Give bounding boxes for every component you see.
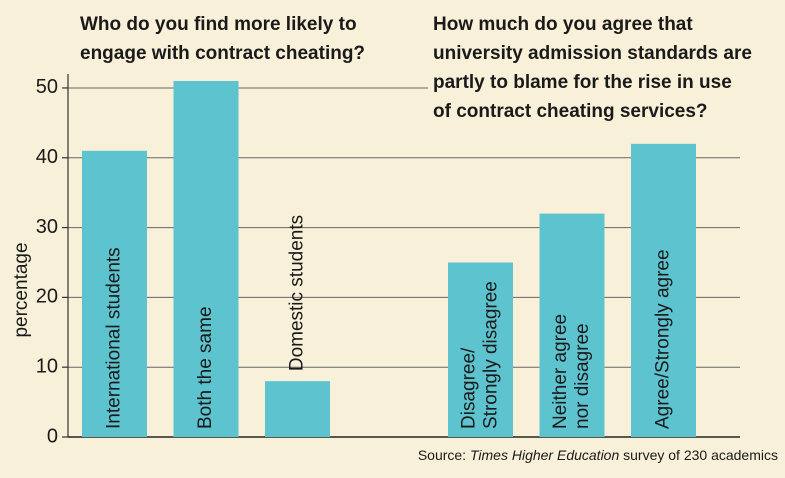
y-tick-label: 50 [36,76,58,98]
category-label: Strongly disagree [481,281,502,429]
category-label: Agree/Strongly agree [653,249,674,429]
source: Source: Times Higher Education survey of… [418,447,778,463]
subtitle-line: of contract cheating services? [433,101,708,122]
bar [265,381,330,437]
source-publication: Times Higher Education [470,447,619,463]
y-tick-label: 0 [47,425,58,447]
subtitle-line: How much do you agree that [433,14,693,35]
bar [631,143,696,438]
category-label: Domestic students [287,215,308,371]
subtitle-line: partly to blame for the rise in use [433,72,732,93]
bar [539,213,605,437]
subtitle-line: Who do you find more likely to [80,14,357,35]
category-label: Neither agree [550,314,571,429]
category-label: nor disagree [572,323,593,429]
category-label: Both the same [195,306,216,429]
y-tick-label: 40 [36,146,58,168]
title-backdrop [428,6,778,136]
subtitle-line: university admission standards are [433,43,752,64]
source-rest: survey of 230 academics [623,447,778,463]
bar [82,150,147,438]
y-tick-label: 20 [36,286,58,308]
y-tick-label: 30 [36,216,58,238]
bar [173,80,239,437]
category-label: International students [104,247,125,429]
bar [448,262,513,437]
subtitle-line: engage with contract cheating? [80,43,365,64]
y-axis-label: percentage [11,242,32,337]
category-label: Disagree/ [459,347,480,429]
y-tick-label: 10 [36,355,58,377]
source-prefix: Source: [418,447,466,463]
